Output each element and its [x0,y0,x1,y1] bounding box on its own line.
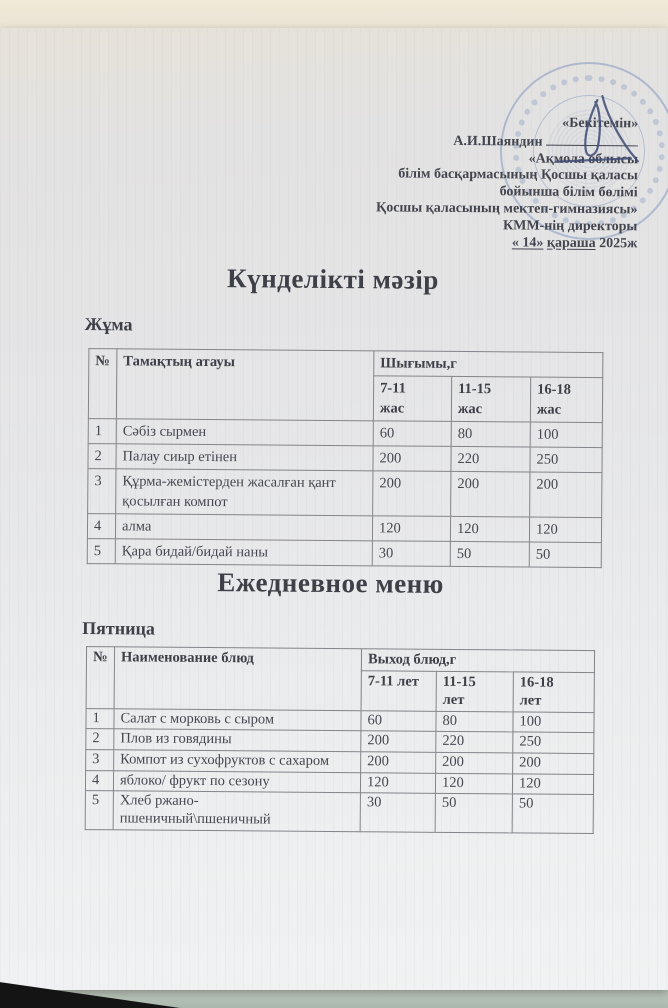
signature-icon [554,95,640,163]
document-content: «Бекітемін» А.И.Шаяндин «Ақмола облысы б… [0,28,668,990]
document-paper: «Бекітемін» А.И.Шаяндин «Ақмола облысы б… [0,28,668,990]
